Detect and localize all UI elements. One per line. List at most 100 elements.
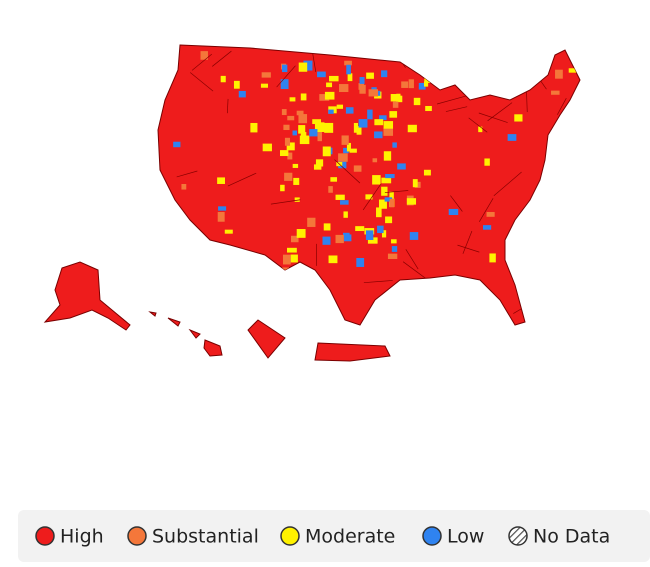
legend-label: Moderate (305, 526, 395, 548)
county (407, 124, 417, 133)
county (568, 68, 578, 73)
county (346, 142, 351, 152)
border (363, 280, 393, 284)
county (313, 164, 322, 170)
county (448, 208, 459, 216)
border (563, 161, 580, 173)
legend-swatch (422, 526, 442, 546)
county (343, 147, 349, 154)
border (462, 230, 473, 254)
legend-swatch (280, 526, 300, 546)
county (381, 186, 388, 196)
county (349, 148, 357, 153)
legend-swatch (508, 526, 528, 546)
county (559, 216, 565, 223)
county (309, 129, 318, 137)
county (507, 134, 517, 141)
legend: High Substantial Moderate Low No Data (35, 526, 610, 548)
county (338, 153, 348, 162)
legend-label: Low (447, 526, 484, 548)
county (298, 114, 308, 124)
county (280, 150, 289, 157)
county (250, 122, 258, 133)
county (307, 217, 316, 227)
county (353, 122, 359, 133)
county (319, 94, 330, 101)
county (322, 236, 331, 245)
county (322, 146, 331, 157)
county (378, 199, 387, 209)
county (338, 159, 347, 169)
county (289, 97, 296, 102)
legend-label: No Data (533, 526, 610, 548)
county (389, 191, 394, 199)
county (423, 81, 429, 87)
border (227, 172, 257, 187)
county (353, 165, 362, 172)
county (290, 235, 299, 243)
county (412, 179, 418, 188)
county (359, 77, 365, 84)
county (312, 119, 321, 125)
county (372, 175, 381, 185)
county (345, 107, 354, 114)
legend-swatch (35, 526, 55, 546)
county (281, 109, 287, 116)
county (286, 142, 295, 151)
county (290, 254, 298, 263)
county (381, 177, 392, 184)
county (346, 64, 351, 75)
county (298, 62, 308, 72)
county (220, 75, 226, 83)
county (218, 206, 227, 211)
county (374, 131, 383, 139)
border (166, 293, 183, 310)
county (381, 70, 388, 78)
county (418, 82, 426, 90)
county (397, 163, 406, 170)
county (365, 194, 373, 200)
county (287, 247, 297, 253)
continental-us (157, 44, 581, 326)
border (487, 102, 513, 122)
county (563, 147, 569, 155)
border (557, 97, 567, 115)
county (317, 71, 326, 78)
border (212, 50, 232, 67)
county (356, 257, 365, 267)
county (367, 237, 378, 244)
legend-label: Substantial (152, 526, 259, 548)
county (326, 82, 333, 88)
county (247, 261, 253, 272)
county (238, 90, 246, 98)
border (478, 112, 508, 123)
county (328, 186, 333, 193)
county (283, 124, 290, 131)
county (300, 132, 307, 138)
county (217, 212, 225, 222)
county (317, 131, 322, 142)
county (383, 127, 394, 136)
county (387, 253, 398, 260)
county (280, 79, 289, 90)
border (402, 261, 428, 280)
county (336, 104, 344, 109)
county (343, 211, 348, 218)
county (287, 115, 295, 121)
border (158, 226, 174, 246)
legend-label: High (60, 526, 104, 548)
county (489, 253, 496, 263)
county (486, 212, 495, 217)
county (385, 174, 395, 179)
county (293, 177, 300, 185)
border (478, 198, 494, 223)
county (342, 232, 350, 238)
county (385, 216, 393, 224)
county (392, 142, 397, 148)
border (276, 65, 296, 88)
border (237, 265, 244, 278)
county (217, 177, 225, 184)
county (390, 94, 400, 102)
